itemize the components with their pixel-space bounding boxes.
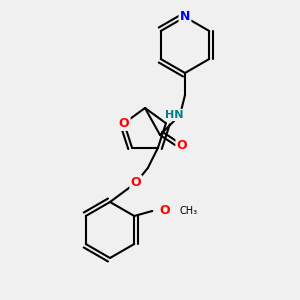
Text: HN: HN <box>165 110 183 120</box>
Text: O: O <box>130 176 141 189</box>
Text: O: O <box>159 205 169 218</box>
Text: O: O <box>119 117 129 130</box>
Text: N: N <box>180 11 190 23</box>
Text: CH₃: CH₃ <box>179 206 197 216</box>
Text: O: O <box>177 139 187 152</box>
